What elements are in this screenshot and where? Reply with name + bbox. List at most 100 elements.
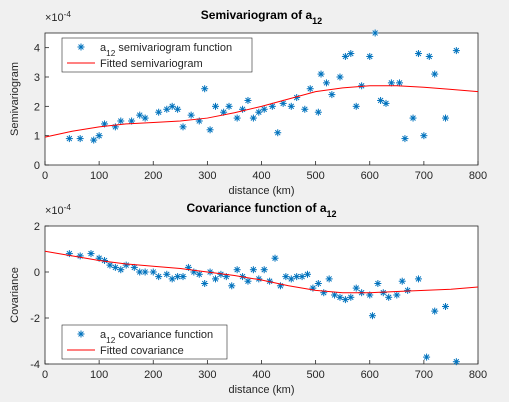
marker bbox=[122, 261, 130, 269]
marker bbox=[195, 270, 203, 278]
x-tick-label: 100 bbox=[90, 369, 108, 381]
marker bbox=[274, 129, 282, 137]
marker-stroke bbox=[385, 294, 392, 301]
marker bbox=[101, 257, 109, 264]
marker bbox=[314, 108, 322, 116]
marker bbox=[371, 29, 379, 37]
marker-stroke bbox=[155, 273, 162, 280]
marker-stroke bbox=[288, 276, 295, 282]
marker-stroke bbox=[212, 103, 219, 110]
chart-title-part: 12 bbox=[312, 16, 322, 26]
marker-stroke bbox=[396, 80, 403, 86]
marker-stroke bbox=[421, 132, 427, 139]
marker-stroke bbox=[337, 74, 343, 80]
marker-stroke bbox=[402, 135, 408, 142]
y-tick-label: 0 bbox=[34, 267, 40, 279]
marker bbox=[352, 284, 360, 292]
marker bbox=[347, 50, 355, 58]
marker bbox=[452, 358, 460, 366]
marker-stroke bbox=[442, 115, 449, 121]
marker bbox=[211, 102, 219, 110]
chart-title-part: 12 bbox=[327, 209, 337, 219]
marker bbox=[401, 135, 409, 143]
marker-stroke bbox=[358, 82, 365, 89]
marker-stroke bbox=[78, 331, 84, 337]
x-tick-label: 0 bbox=[42, 369, 48, 381]
axis-multiplier-part: -4 bbox=[64, 10, 72, 19]
marker bbox=[431, 307, 439, 315]
marker bbox=[287, 275, 295, 283]
legend-label: Fitted covariance bbox=[100, 345, 184, 357]
marker bbox=[414, 275, 422, 283]
marker bbox=[155, 108, 163, 116]
marker bbox=[396, 79, 404, 87]
marker bbox=[65, 135, 73, 143]
marker-stroke bbox=[283, 273, 289, 280]
marker-stroke bbox=[169, 276, 175, 282]
marker-stroke bbox=[255, 276, 262, 282]
legend-label-part: 12 bbox=[106, 336, 116, 345]
marker-stroke bbox=[377, 97, 384, 104]
marker-stroke bbox=[410, 115, 416, 121]
fitted-line bbox=[44, 85, 479, 138]
marker bbox=[117, 266, 125, 274]
marker bbox=[322, 79, 330, 87]
marker-stroke bbox=[201, 280, 208, 287]
legend-box bbox=[61, 37, 253, 73]
marker bbox=[90, 136, 98, 144]
marker bbox=[141, 268, 149, 276]
marker bbox=[268, 102, 276, 110]
marker bbox=[179, 123, 187, 131]
y-tick-label: -4 bbox=[30, 359, 40, 371]
marker-stroke bbox=[431, 71, 438, 77]
marker bbox=[271, 254, 279, 262]
x-tick-label: 300 bbox=[198, 170, 216, 182]
marker bbox=[301, 105, 309, 113]
marker-stroke bbox=[399, 278, 406, 285]
x-tick-label: 400 bbox=[252, 369, 270, 381]
legend-box bbox=[61, 324, 228, 360]
x-tick-label: 500 bbox=[306, 170, 324, 182]
y-tick-label: 4 bbox=[34, 43, 40, 55]
marker bbox=[352, 102, 360, 110]
marker-stroke bbox=[234, 115, 240, 121]
marker-stroke bbox=[274, 129, 281, 136]
marker-stroke bbox=[331, 292, 338, 298]
marker bbox=[341, 296, 349, 304]
legend-label-part: 12 bbox=[106, 49, 116, 58]
y-tick-label: -2 bbox=[30, 313, 40, 325]
marker-stroke bbox=[78, 44, 84, 50]
marker-stroke bbox=[228, 282, 235, 289]
marker bbox=[255, 108, 263, 116]
x-tick-label: 800 bbox=[469, 170, 487, 182]
legend-label-part: Fitted covariance bbox=[100, 345, 184, 357]
marker-stroke bbox=[288, 103, 295, 110]
marker-stroke bbox=[101, 121, 108, 127]
marker-stroke bbox=[155, 109, 162, 116]
marker-stroke bbox=[245, 97, 251, 104]
marker bbox=[101, 120, 109, 128]
x-tick-label: 700 bbox=[415, 369, 433, 381]
marker-stroke bbox=[207, 126, 213, 133]
marker bbox=[201, 85, 209, 93]
marker bbox=[187, 111, 195, 119]
marker bbox=[306, 85, 314, 93]
x-tick-label: 700 bbox=[415, 170, 433, 182]
legend-label-part: Fitted semivariogram bbox=[100, 58, 203, 70]
marker-stroke bbox=[315, 280, 322, 287]
marker-stroke bbox=[180, 273, 186, 280]
axis-multiplier: ×10-4 bbox=[45, 203, 71, 218]
marker-stroke bbox=[220, 109, 227, 116]
marker-stroke bbox=[304, 271, 311, 278]
marker-stroke bbox=[66, 135, 73, 142]
x-tick-label: 300 bbox=[198, 369, 216, 381]
marker bbox=[387, 79, 395, 87]
marker-stroke bbox=[366, 53, 373, 60]
marker bbox=[168, 275, 176, 283]
marker-stroke bbox=[431, 308, 438, 314]
marker-stroke bbox=[196, 118, 203, 124]
marker bbox=[423, 353, 431, 361]
marker bbox=[136, 268, 144, 276]
marker-stroke bbox=[394, 292, 400, 298]
